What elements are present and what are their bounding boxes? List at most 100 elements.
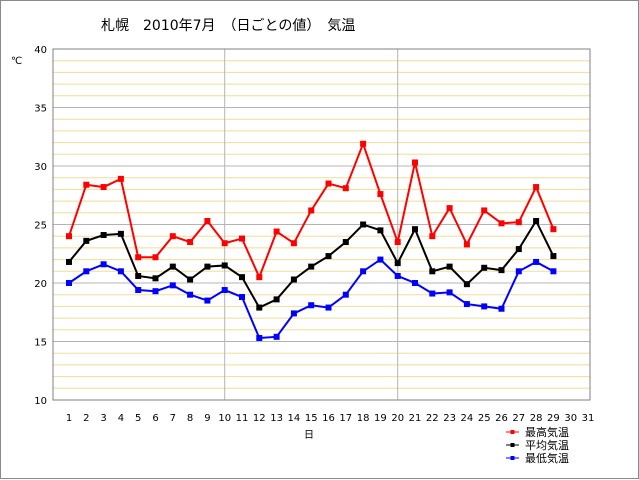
- data-point: [463, 301, 470, 308]
- data-point: [100, 184, 107, 191]
- data-point: [429, 290, 436, 297]
- grid-layer: [53, 49, 590, 400]
- x-tick-label: 3: [100, 413, 106, 424]
- x-tick-label: 20: [391, 413, 404, 424]
- data-point: [550, 253, 557, 260]
- data-point: [273, 296, 280, 303]
- data-point: [117, 175, 124, 182]
- y-tick-label: 35: [34, 104, 47, 115]
- x-tick-label: 19: [374, 413, 387, 424]
- y-tick-label: 25: [34, 221, 47, 232]
- data-point: [498, 267, 505, 274]
- x-tick-label: 1: [66, 413, 72, 424]
- data-point: [463, 281, 470, 288]
- data-point: [273, 228, 280, 235]
- data-point: [290, 310, 297, 317]
- series-2: [66, 217, 557, 311]
- y-tick-label: 20: [34, 279, 47, 290]
- x-tick-label: 25: [478, 413, 491, 424]
- data-point: [100, 232, 107, 239]
- y-tick-labels: 10 15 20 25 30 35 40: [34, 45, 47, 407]
- data-point: [412, 280, 418, 286]
- data-point: [290, 240, 297, 247]
- data-point: [498, 220, 505, 227]
- data-point: [325, 253, 332, 260]
- data-point: [446, 289, 453, 296]
- data-point: [463, 241, 470, 248]
- data-point: [325, 304, 332, 311]
- data-point: [256, 334, 263, 341]
- data-point: [66, 258, 72, 265]
- x-tick-label: 10: [218, 413, 231, 424]
- x-tick-label: 12: [253, 413, 266, 424]
- legend-label: 平均気温: [525, 438, 569, 452]
- x-tick-labels: 1 2 3 4 5 6 7 8 9 10 11 12 13 14 15 16 17 18 19 20 21 22 23 24 2…: [66, 413, 595, 424]
- data-point: [360, 268, 367, 275]
- x-tick-label: 16: [322, 413, 335, 424]
- x-tick-label: 28: [530, 413, 543, 424]
- data-point: [481, 303, 488, 310]
- data-point: [412, 159, 418, 166]
- data-point: [204, 297, 211, 304]
- data-point: [204, 217, 211, 224]
- x-axis-unit-label: 日: [304, 430, 314, 441]
- data-point: [481, 207, 488, 214]
- data-point: [83, 237, 90, 244]
- data-point: [446, 205, 453, 212]
- x-tick-label: 27: [512, 413, 525, 424]
- data-point: [221, 240, 228, 247]
- y-tick-label: 10: [34, 396, 47, 407]
- x-tick-label: 9: [204, 413, 210, 424]
- legend-swatch-marker: [510, 443, 515, 447]
- data-point: [342, 239, 349, 246]
- data-point: [481, 264, 488, 271]
- data-point: [187, 276, 194, 283]
- data-point: [256, 274, 263, 281]
- data-point: [117, 268, 124, 275]
- data-point: [273, 333, 280, 340]
- legend-swatch-marker: [510, 456, 515, 460]
- data-point: [533, 217, 540, 224]
- series-1: [66, 140, 557, 281]
- series-layer: [66, 140, 557, 341]
- y-axis-unit-label: ℃: [11, 56, 22, 67]
- data-point: [515, 268, 522, 275]
- x-tick-label: 26: [495, 413, 508, 424]
- data-point: [550, 268, 557, 275]
- x-tick-label: 31: [582, 413, 595, 424]
- data-point: [360, 140, 367, 147]
- data-point: [412, 226, 418, 233]
- legend-swatch-marker: [510, 430, 515, 434]
- data-point: [550, 226, 557, 233]
- data-point: [221, 262, 228, 269]
- data-point: [169, 263, 176, 270]
- x-tick-label: 7: [170, 413, 176, 424]
- x-tick-label: 11: [236, 413, 249, 424]
- x-tick-label: 5: [135, 413, 141, 424]
- y-tick-label: 15: [34, 338, 47, 349]
- data-point: [152, 254, 159, 261]
- data-point: [135, 254, 142, 261]
- data-point: [429, 268, 436, 275]
- y-tick-label: 40: [34, 45, 47, 56]
- series-3: [66, 256, 557, 341]
- x-tick-label: 8: [187, 413, 193, 424]
- x-tick-label: 17: [339, 413, 352, 424]
- x-tick-label: 22: [426, 413, 439, 424]
- data-point: [533, 258, 540, 265]
- data-point: [135, 287, 142, 294]
- data-point: [66, 280, 72, 286]
- data-point: [239, 274, 245, 281]
- legend-label: 最高気温: [525, 425, 569, 439]
- data-point: [515, 246, 522, 253]
- data-point: [377, 256, 384, 263]
- x-tick-label: 2: [83, 413, 89, 424]
- data-point: [239, 294, 245, 301]
- x-tick-label: 13: [270, 413, 283, 424]
- x-tick-label: 24: [461, 413, 474, 424]
- data-point: [169, 233, 176, 240]
- data-point: [308, 302, 315, 309]
- data-point: [83, 268, 90, 275]
- data-point: [394, 260, 401, 267]
